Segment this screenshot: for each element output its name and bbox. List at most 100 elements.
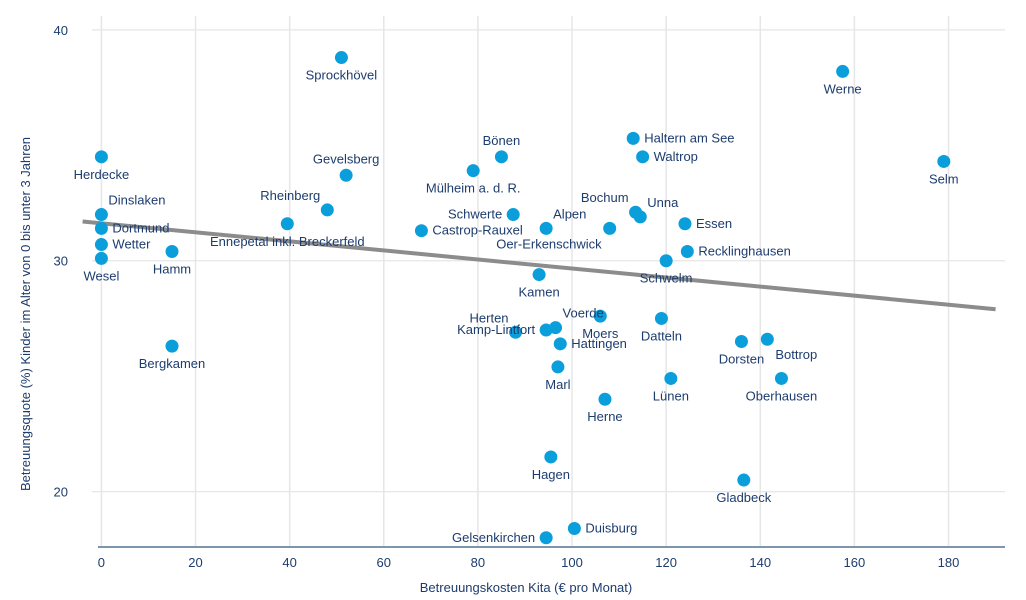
point-label: Ennepetal inkl. Breckerfeld [210,234,365,249]
y-axis-label: Betreuungsquote (%) Kinder im Alter von … [18,137,33,491]
data-point [633,210,647,224]
y-axis-ticks: 20 30 40 [54,23,68,500]
data-point [553,337,567,351]
data-point [339,168,353,182]
data-point [539,531,553,545]
point-label: Mülheim a. d. R. [426,181,521,196]
point-label: Dortmund [112,220,169,235]
point-label: Recklinghausen [698,243,791,258]
x-tick-label: 60 [377,555,391,570]
point-label: Schwelm [640,271,693,286]
point-label: Rheinberg [260,188,320,203]
point-label: Sprockhövel [306,68,378,83]
data-point [94,150,108,164]
x-tick-label: 140 [749,555,771,570]
point-label: Kamp-Lintfort [457,322,535,337]
data-point [774,371,788,385]
point-label: Herten [470,310,509,325]
point-label: Bochum [581,190,629,205]
data-point [94,238,108,252]
point-label: Schwerte [448,207,502,222]
point-label: Bottrop [775,347,817,362]
point-label: Unna [647,195,679,210]
data-point [680,244,694,258]
point-label: Duisburg [585,521,637,536]
y-tick-label: 40 [54,23,68,38]
point-label: Essen [696,216,732,231]
point-label: Gevelsberg [313,151,379,166]
data-point [636,150,650,164]
data-point [539,221,553,235]
point-label: Wesel [83,268,119,283]
point-label: Dorsten [719,352,765,367]
grid [92,16,1005,547]
point-label: Oberhausen [746,388,818,403]
point-label: Voerde [563,306,604,321]
data-point [737,473,751,487]
point-label: Marl [545,377,570,392]
x-axis-label: Betreuungskosten Kita (€ pro Monat) [420,580,632,595]
data-point [678,217,692,231]
point-label: Kamen [518,285,559,300]
point-label: Hamm [153,261,191,276]
data-point [734,335,748,349]
data-point [544,450,558,464]
x-tick-label: 120 [655,555,677,570]
point-label: Bönen [483,133,521,148]
x-tick-label: 160 [844,555,866,570]
point-label: Gladbeck [716,490,771,505]
data-point [626,131,640,145]
data-point [532,268,546,282]
data-point [664,371,678,385]
point-label: Gelsenkirchen [452,530,535,545]
point-label: Bergkamen [139,356,205,371]
data-point [94,208,108,222]
x-tick-label: 180 [938,555,960,570]
data-point [654,311,668,325]
point-label: Alpen [553,206,586,221]
point-label: Haltern am See [644,130,734,145]
point-label: Wetter [112,237,151,252]
y-tick-label: 30 [54,254,68,269]
data-point [494,150,508,164]
data-point [509,325,523,339]
data-point [598,392,612,406]
data-point [603,221,617,235]
point-label: Hagen [532,467,570,482]
point-label: Hattingen [571,336,627,351]
data-points [94,51,951,545]
data-point [836,64,850,78]
data-point [165,244,179,258]
data-point [593,309,607,323]
point-label: Herne [587,409,622,424]
data-point [466,164,480,178]
point-label: Castrop-Rauxel [432,223,522,238]
data-point [334,51,348,65]
point-label: Selm [929,171,959,186]
point-label: Oer-Erkenschwick [496,236,602,251]
x-tick-label: 80 [471,555,485,570]
data-point [414,224,428,238]
data-point [94,251,108,265]
data-point [320,203,334,217]
x-tick-label: 20 [188,555,202,570]
data-point [539,323,553,337]
point-label: Datteln [641,328,682,343]
data-point [760,332,774,346]
x-tick-label: 100 [561,555,583,570]
data-point [280,217,294,231]
data-point [551,360,565,374]
point-label: Werne [824,81,862,96]
data-point [567,522,581,536]
point-label: Moers [582,326,619,341]
data-point [937,154,951,168]
point-label: Dinslaken [108,193,165,208]
data-labels: Herdecke Dinslaken Dortmund Wetter Wesel Hamm… [74,68,959,545]
x-axis-ticks: 0 20 40 60 80 100 120 140 160 180 [98,555,960,570]
data-point [94,221,108,235]
point-label: Herdecke [74,167,130,182]
trend-line [82,219,996,312]
point-label: Waltrop [654,149,698,164]
x-tick-label: 40 [282,555,296,570]
